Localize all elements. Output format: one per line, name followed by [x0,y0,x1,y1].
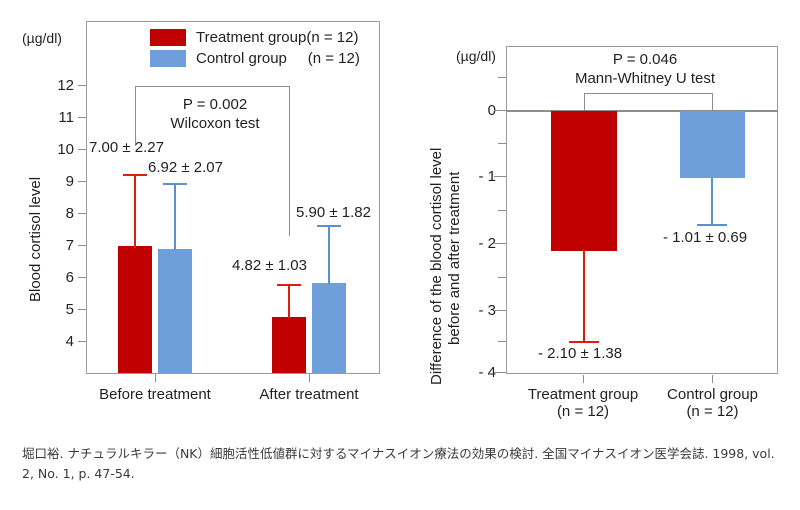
right-xtick-label-control-line1: Control group [667,386,758,403]
right-xtick-label-treatment-line2: (n = 12) [556,403,610,420]
right-xtick-control [712,375,713,383]
right-ytick-0 [494,110,506,111]
left-errorbar-cap-treatment-before [123,174,147,176]
right-bar-control-difference [680,111,745,178]
right-bar-treatment-difference [551,111,617,251]
right-ytick-m4 [494,372,506,373]
right-xtick-label-treatment: Treatment group (n = 12) [508,386,658,420]
right-errorbar-stem-treatment [583,250,585,342]
left-ytick-6 [78,277,86,278]
right-chart-yaxis-title-line2: before and after treatment [446,171,463,345]
left-ytick-label-9: 9 [65,173,74,190]
right-xtick-label-treatment-line1: Treatment group [527,386,639,403]
right-ytick-minor-m15 [498,210,506,211]
right-chart-zero-line [506,110,778,112]
left-ytick-10 [78,149,86,150]
left-ytick-label-10: 10 [57,141,74,158]
left-errorbar-stem-treatment-before [134,174,136,248]
right-bracket-arm-left [584,93,585,110]
right-chart-stat-annotation: P = 0.046 Mann-Whitney U test [530,50,760,88]
left-errorbar-stem-control-after [328,225,330,284]
right-ytick-m2 [494,243,506,244]
right-bracket-arm-right [712,93,713,110]
left-errorbar-cap-treatment-after [277,284,301,286]
right-ytick-minor-m25 [498,277,506,278]
left-errorbar-cap-control-before [163,183,187,185]
left-xtick-before [155,374,156,382]
right-ytick-m3 [494,310,506,311]
left-bracket-arm-left [135,86,136,146]
right-ytick-label-m4: - 4 [478,364,496,381]
left-ytick-label-8: 8 [65,205,74,222]
right-chart-plot-frame [506,46,778,374]
legend-item-control: Control group (n = 12) [150,49,360,67]
legend-swatch-control-icon [150,49,186,67]
left-ytick-label-5: 5 [65,301,74,318]
left-bar-treatment-before [118,246,152,373]
right-chart-unit-label: (µg/dl) [456,48,496,64]
left-bar-treatment-after [272,317,306,373]
left-ytick-7 [78,245,86,246]
right-ytick-label-m2: - 2 [478,235,496,252]
left-value-label-control-after: 5.90 ± 1.82 [296,204,371,221]
right-ytick-minor-p05 [498,77,506,78]
right-ytick-label-0: 0 [487,102,496,119]
left-bracket-arm-right [289,86,290,236]
left-ytick-11 [78,117,86,118]
left-xtick-after [309,374,310,382]
left-xtick-label-after: After treatment [259,386,359,403]
right-ytick-label-m3: - 3 [478,302,496,319]
left-ytick-12 [78,85,86,86]
legend-item-treatment: Treatment group(n = 12) [150,28,358,46]
right-stat-pvalue: P = 0.046 [612,51,678,68]
left-value-label-control-before: 6.92 ± 2.07 [148,159,223,176]
right-ytick-minor-m05 [498,143,506,144]
left-ytick-8 [78,213,86,214]
left-ytick-label-11: 11 [58,109,74,126]
left-ytick-label-4: 4 [65,333,74,350]
left-value-label-treatment-after: 4.82 ± 1.03 [232,257,307,274]
right-bracket-top [584,93,713,94]
left-ytick-5 [78,309,86,310]
left-value-label-treatment-before: 7.00 ± 2.27 [89,139,164,156]
right-ytick-m1 [494,176,506,177]
left-stat-pvalue: P = 0.002 [182,96,248,113]
right-errorbar-stem-control [711,178,713,225]
left-ytick-label-7: 7 [65,237,74,254]
right-value-label-treatment: - 2.10 ± 1.38 [538,345,623,362]
left-errorbar-cap-control-after [317,225,341,227]
legend-swatch-treatment-icon [150,28,186,46]
source-citation: 堀口裕. ナチュラルキラー（NK）細胞活性低値群に対するマイナスイオン療法の効果… [22,446,775,481]
right-stat-testname: Mann-Whitney U test [574,70,716,87]
left-bracket-top [135,86,290,87]
right-errorbar-cap-control [697,224,727,226]
right-chart-yaxis-title-line1: Difference of the blood cortisol level [428,147,445,385]
left-errorbar-stem-treatment-after [288,284,290,318]
legend-label-treatment: Treatment group(n = 12) [196,28,359,46]
right-xtick-label-control: Control group (n = 12) [645,386,780,420]
left-stat-testname: Wilcoxon test [170,115,260,132]
left-errorbar-stem-control-before [174,183,176,250]
left-bar-control-after [312,283,346,373]
right-ytick-label-m1: - 1 [478,168,496,185]
right-errorbar-cap-treatment [569,341,599,343]
left-chart-unit-label: (µg/dl) [22,30,62,46]
left-ytick-label-6: 6 [65,269,74,286]
left-ytick-label-12: 12 [57,77,74,94]
left-bar-control-before [158,249,192,373]
left-ytick-9 [78,181,86,182]
left-chart-stat-annotation: P = 0.002 Wilcoxon test [150,95,280,133]
right-value-label-control: - 1.01 ± 0.69 [663,229,748,246]
left-ytick-4 [78,341,86,342]
right-ytick-minor-m35 [498,341,506,342]
right-xtick-treatment [583,375,584,383]
right-xtick-label-control-line2: (n = 12) [686,403,739,420]
legend-label-control: Control group (n = 12) [196,49,360,67]
left-xtick-label-before: Before treatment [99,386,211,403]
